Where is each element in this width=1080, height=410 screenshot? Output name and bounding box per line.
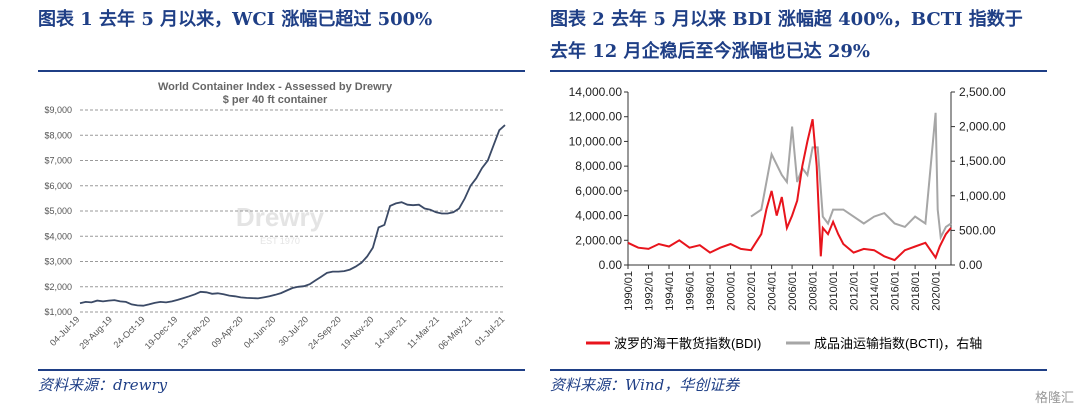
bdi-x-tick: 1998/01 xyxy=(705,271,717,311)
wci-y-tick: $2,000 xyxy=(44,282,72,292)
wci-chart-subtitle: $ per 40 ft container xyxy=(223,94,328,106)
wci-x-tick: 01-Jul-21 xyxy=(473,314,507,348)
wci-y-tick: $9,000 xyxy=(44,105,72,115)
drewry-watermark: Drewry xyxy=(236,202,325,232)
legend-bdi-label: 波罗的海干散货指数(BDI) xyxy=(614,336,761,351)
bdi-x-tick: 2010/01 xyxy=(828,271,840,311)
wci-x-tick: 13-Feb-20 xyxy=(176,314,212,350)
drewry-watermark-sub: EST 1970 xyxy=(260,236,300,246)
wci-chart-title: World Container Index - Assessed by Drew… xyxy=(158,81,393,93)
bdi-left-tick: 2,000.00 xyxy=(575,233,622,247)
bdi-left-tick: 12,000.00 xyxy=(569,110,623,124)
bdi-x-tick: 1996/01 xyxy=(685,271,697,311)
legend-bcti-label: 成品油运输指数(BCTI)，右轴 xyxy=(814,336,982,351)
wci-chart: World Container Index - Assessed by Drew… xyxy=(44,81,507,352)
figure-2-panel: 图表 2 去年 5 月以来 BDI 涨幅超 400%，BCTI 指数于 去年 1… xyxy=(548,0,1080,410)
wci-x-tick: 19-Nov-20 xyxy=(339,314,376,351)
wci-y-tick: $7,000 xyxy=(44,156,72,166)
figure-2-bottom-rule xyxy=(550,369,1047,371)
bdi-left-tick: 14,000.00 xyxy=(569,85,623,99)
figure-2-caption-line1: 图表 2 去年 5 月以来 BDI 涨幅超 400%，BCTI 指数于 xyxy=(550,9,1023,30)
bdi-left-tick: 10,000.00 xyxy=(569,134,623,148)
wci-x-tick: 24-Oct-19 xyxy=(111,314,146,349)
wci-series-line xyxy=(79,124,506,307)
bdi-right-tick: 1,000.00 xyxy=(959,189,1006,203)
wci-x-tick: 30-Jul-20 xyxy=(277,314,311,348)
figure-2-source: 资料来源：Wind，华创证券 xyxy=(550,376,740,394)
bdi-x-tick: 2000/01 xyxy=(726,271,738,311)
wci-y-tick: $5,000 xyxy=(44,206,72,216)
chart-legend: 波罗的海干散货指数(BDI) 成品油运输指数(BCTI)，右轴 xyxy=(586,336,982,351)
bdi-x-tick: 2016/01 xyxy=(890,271,902,311)
figure-2-top-rule xyxy=(550,70,1047,72)
bdi-right-tick: 2,000.00 xyxy=(959,120,1006,134)
bdi-series-line xyxy=(627,118,952,262)
figure-1-caption: 图表 1 去年 5 月以来，WCI 涨幅已超过 500% xyxy=(38,9,433,30)
bdi-x-tick: 2004/01 xyxy=(767,271,779,311)
wci-y-tick: $8,000 xyxy=(44,130,72,140)
figure-2-caption-line2: 去年 12 月企稳后至今涨幅也已达 29% xyxy=(550,41,870,62)
bdi-x-tick: 2008/01 xyxy=(808,271,820,311)
bdi-left-tick: 4,000.00 xyxy=(575,209,622,223)
wci-x-tick: 24-Sep-20 xyxy=(306,314,343,351)
bdi-x-tick: 1992/01 xyxy=(644,271,656,311)
bdi-x-tick: 1990/01 xyxy=(623,271,635,311)
wci-x-tick: 04-Jul-19 xyxy=(48,314,82,348)
wci-x-tick: 14-Jan-21 xyxy=(373,314,409,350)
figure-1-bottom-rule xyxy=(38,369,525,371)
bdi-left-tick: 8,000.00 xyxy=(575,159,622,173)
wci-y-tick: $6,000 xyxy=(44,181,72,191)
wci-y-tick: $4,000 xyxy=(44,231,72,241)
bdi-bcti-chart: 0.00 2,000.00 4,000.00 6,000.00 8,000.00 10,0… xyxy=(569,85,1006,351)
gelonghui-watermark: 格隆汇 xyxy=(1034,390,1074,405)
bcti-series-line xyxy=(750,112,952,241)
bdi-right-tick: 500.00 xyxy=(959,223,996,237)
bdi-x-tick: 2018/01 xyxy=(910,271,922,311)
wci-x-tick: 06-May-21 xyxy=(436,314,473,351)
wci-y-tick: $3,000 xyxy=(44,257,72,267)
bdi-left-tick: 0.00 xyxy=(599,258,623,272)
wci-x-tick: 09-Apr-20 xyxy=(209,314,244,349)
bdi-x-tick: 2014/01 xyxy=(869,271,881,311)
wci-x-tick: 29-Aug-19 xyxy=(77,314,114,351)
figure-1-panel: 图表 1 去年 5 月以来，WCI 涨幅已超过 500% World Conta… xyxy=(0,0,530,410)
bdi-x-tick: 1994/01 xyxy=(664,271,676,311)
bdi-right-tick: 1,500.00 xyxy=(959,154,1006,168)
bdi-x-tick: 2006/01 xyxy=(787,271,799,311)
bdi-x-tick: 2002/01 xyxy=(746,271,758,311)
wci-y-tick: $1,000 xyxy=(44,307,72,317)
bdi-left-tick: 6,000.00 xyxy=(575,184,622,198)
bdi-right-tick: 2,500.00 xyxy=(959,85,1006,99)
wci-x-tick: 04-Jun-20 xyxy=(242,314,278,350)
figure-1-source: 资料来源：drewry xyxy=(38,376,168,394)
bdi-x-tick: 2012/01 xyxy=(849,271,861,311)
wci-x-tick: 19-Dec-19 xyxy=(143,314,180,351)
bdi-right-tick: 0.00 xyxy=(959,258,983,272)
bdi-x-tick: 2020/01 xyxy=(931,271,943,311)
figure-1-top-rule xyxy=(38,70,525,72)
